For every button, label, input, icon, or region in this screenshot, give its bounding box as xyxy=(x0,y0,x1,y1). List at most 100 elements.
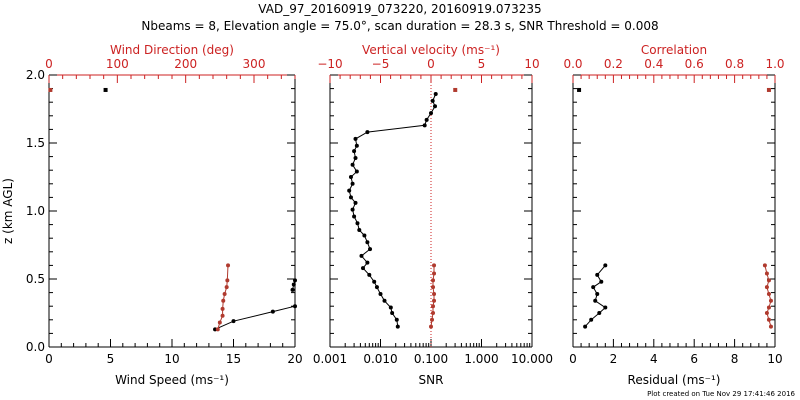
snr-black-point xyxy=(353,136,358,141)
snr-black-point xyxy=(424,117,429,122)
y-tick-label: 1.5 xyxy=(26,136,45,150)
wind-black-point xyxy=(293,304,297,309)
snr-red-series-line xyxy=(430,265,435,327)
wind-black-point xyxy=(270,309,275,314)
top-axis-label: Vertical velocity (ms⁻¹) xyxy=(362,43,500,57)
residual-red-series-line xyxy=(764,265,772,327)
snr-red-point xyxy=(431,278,436,283)
x-tick-label: 4 xyxy=(650,352,658,366)
residual-red-point xyxy=(766,305,771,310)
x-tick-label: 1.000 xyxy=(464,352,498,366)
x-tick-label: 2 xyxy=(610,352,618,366)
residual-red-point xyxy=(764,285,769,290)
wind-red-point xyxy=(220,306,225,311)
wind-red-point xyxy=(225,278,230,283)
residual-black-point xyxy=(595,291,600,296)
top-tick-label: 1.0 xyxy=(765,57,784,71)
snr-black-point xyxy=(355,221,360,226)
snr-black-point xyxy=(353,200,358,205)
top-tick-label: 0.0 xyxy=(563,57,582,71)
snr-red-point xyxy=(430,317,435,322)
top-tick-label: 10 xyxy=(524,57,539,71)
snr-black-point xyxy=(374,285,379,290)
top-tick-label: 5 xyxy=(478,57,486,71)
x-tick-label: 0.100 xyxy=(414,352,448,366)
wind-red-point xyxy=(221,298,226,303)
residual-black-point xyxy=(597,311,602,315)
snr-red-point xyxy=(431,304,436,309)
snr-black-point xyxy=(395,324,400,329)
residual-black-point xyxy=(599,279,604,284)
top-tick-label: 0.8 xyxy=(725,57,744,71)
residual-red-point xyxy=(762,263,767,268)
residual-black-point xyxy=(593,298,598,303)
snr-black-point xyxy=(360,266,365,271)
x-tick-label: 10 xyxy=(767,352,782,366)
wind-black-point xyxy=(290,287,295,292)
residual-red-point xyxy=(768,298,773,303)
x-tick-label: 5 xyxy=(107,352,115,366)
snr-black-point xyxy=(352,149,357,154)
y-axis-label: z (km AGL) xyxy=(1,178,15,244)
x-axis-label: Wind Speed (ms⁻¹) xyxy=(115,373,229,387)
snr-black-point xyxy=(348,175,353,179)
snr-black-point xyxy=(365,240,370,245)
x-tick-label: 0 xyxy=(45,352,53,366)
snr-black-point xyxy=(359,253,364,258)
x-tick-label: 20 xyxy=(287,352,302,366)
snr-black-point xyxy=(350,181,355,186)
wind-black-point xyxy=(231,319,236,324)
residual-red-point xyxy=(764,271,769,276)
snr-black-point xyxy=(432,104,437,109)
residual-red-isolated-point xyxy=(766,87,771,92)
snr-black-point xyxy=(353,155,358,160)
top-tick-label: 300 xyxy=(243,57,266,71)
wind-red-point xyxy=(224,285,229,290)
wind-black-isolated-point xyxy=(103,87,108,92)
wind-red-point xyxy=(220,313,225,318)
wind-red-isolated-point xyxy=(48,87,53,92)
wind-black-point xyxy=(213,327,218,332)
x-tick-label: 0.001 xyxy=(313,352,347,366)
residual-red-point xyxy=(766,278,771,283)
snr-black-point xyxy=(372,279,377,284)
snr-black-point xyxy=(357,228,362,233)
wind-black-point xyxy=(293,278,297,283)
residual-black-point xyxy=(603,263,608,268)
wind-red-point xyxy=(226,263,231,268)
residual-black-point xyxy=(589,317,594,322)
x-tick-label: 6 xyxy=(690,352,698,366)
top-tick-label: 200 xyxy=(174,57,197,71)
snr-red-point xyxy=(429,324,433,329)
figure-title: VAD_97_20160919_073220, 20160919.073235 xyxy=(258,2,541,16)
residual-black-series-line xyxy=(584,265,607,327)
top-tick-label: 0.4 xyxy=(644,57,663,71)
residual-black-point xyxy=(603,305,608,310)
snr-black-point xyxy=(378,291,383,296)
residual-red-point xyxy=(766,317,771,322)
wind-black-series-line xyxy=(214,305,296,330)
top-tick-label: −10 xyxy=(317,57,342,71)
figure-subtitle: Nbeams = 8, Elevation angle = 75.0°, sca… xyxy=(141,19,658,33)
snr-black-point xyxy=(430,98,435,103)
x-tick-label: 8 xyxy=(731,352,739,366)
snr-black-point xyxy=(365,260,370,265)
residual-red-point xyxy=(764,311,769,315)
residual-black-point xyxy=(595,272,600,277)
snr-black-series-line xyxy=(348,93,437,327)
snr-black-point xyxy=(433,92,438,97)
top-tick-label: 0 xyxy=(45,57,53,71)
plot-created-footer: Plot created on Tue Nov 29 17:41:46 2016 xyxy=(647,390,795,398)
y-tick-label: 1.0 xyxy=(26,204,45,218)
top-axis-label: Correlation xyxy=(641,43,707,57)
residual-black-point xyxy=(591,285,596,290)
snr-red-point xyxy=(432,271,437,276)
residual-black-point xyxy=(583,324,588,329)
snr-red-isolated-point xyxy=(453,87,458,92)
snr-black-point xyxy=(382,298,387,303)
snr-black-point xyxy=(422,123,427,128)
y-tick-label: 0.5 xyxy=(26,272,45,286)
snr-black-point xyxy=(394,317,399,322)
top-tick-label: 100 xyxy=(106,57,129,71)
snr-black-point xyxy=(362,233,367,238)
